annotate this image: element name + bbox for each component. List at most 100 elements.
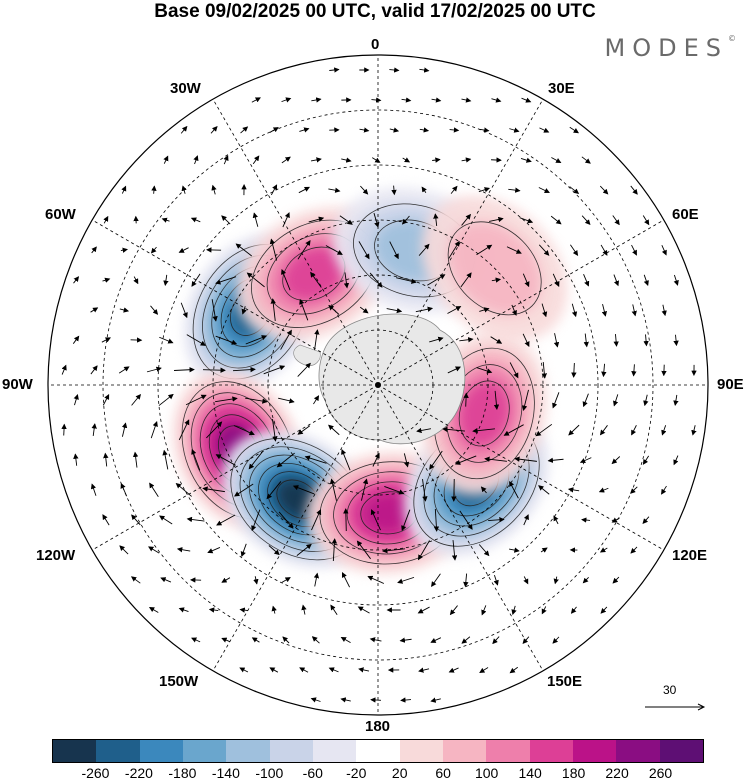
wind-arrow: [429, 450, 443, 470]
colorbar-swatch: [486, 740, 530, 762]
reference-vector-arrow: [645, 703, 706, 711]
wind-arrow: [541, 606, 547, 615]
wind-arrow: [673, 455, 679, 466]
wind-arrow: [281, 156, 291, 164]
wind-arrow: [308, 216, 325, 223]
colorbar-tick-labels: -260 -220 -180 -140 -100 -60 -20 20 60 100 140 180 2…: [52, 765, 704, 783]
wind-arrow: [90, 307, 99, 313]
longitude-label-120e: 120E: [672, 547, 708, 564]
wind-arrow: [460, 272, 472, 288]
wind-arrow: [103, 215, 109, 224]
wind-arrow: [73, 453, 79, 466]
wind-arrow: [382, 547, 405, 554]
wind-arrow: [191, 637, 201, 643]
wind-arrow: [158, 393, 174, 406]
colorbar-swatch: [616, 740, 660, 762]
wind-arrow: [210, 125, 218, 134]
wind-arrow: [386, 307, 403, 314]
wind-arrow: [661, 245, 667, 256]
wind-arrow: [581, 215, 591, 226]
wind-arrow: [120, 247, 128, 253]
wind-arrow: [461, 97, 472, 103]
colorbar-swatch: [442, 740, 487, 762]
latitude-circle: [157, 164, 599, 606]
wind-arrow: [178, 419, 190, 441]
wind-arrow: [281, 97, 292, 103]
wind-arrow: [448, 240, 460, 259]
wind-arrow: [489, 216, 504, 223]
wind-arrow: [401, 215, 410, 225]
longitude-label-30e: 30E: [548, 80, 575, 97]
wind-arrow: [459, 337, 474, 343]
wind-arrow: [297, 362, 311, 377]
wind-arrow: [251, 509, 261, 532]
wind-arrow: [367, 575, 385, 584]
wind-arrow: [331, 538, 338, 562]
wind-arrow: [359, 127, 370, 133]
wind-arrow: [216, 514, 236, 526]
wind-arrow: [488, 517, 505, 523]
wind-arrow: [612, 215, 620, 226]
wind-arrow: [328, 187, 341, 193]
wind-arrow: [159, 515, 173, 525]
wind-arrow: [642, 516, 650, 524]
wind-arrow: [340, 636, 351, 643]
wind-arrow: [280, 329, 292, 350]
longitude-label-0: 0: [371, 36, 380, 53]
wind-arrow: [582, 393, 589, 408]
wind-arrow: [539, 127, 550, 133]
wind-arrow: [523, 514, 529, 526]
wind-arrow: [509, 480, 519, 499]
wind-arrow: [431, 573, 441, 588]
wind-arrow: [481, 605, 487, 616]
wind-arrow: [271, 605, 277, 614]
wind-arrow: [421, 186, 427, 194]
wind-arrow: [509, 547, 520, 553]
wind-arrow: [553, 515, 559, 525]
wind-arrow: [463, 573, 469, 588]
wind-arrow: [570, 606, 577, 614]
wind-arrow: [299, 667, 309, 673]
wind-arrow: [215, 396, 238, 403]
wind-arrow: [185, 394, 207, 406]
wind-arrow: [146, 366, 162, 373]
wind-arrow: [541, 303, 548, 318]
wind-arrow: [521, 97, 532, 103]
wind-arrow: [193, 155, 199, 165]
wind-arrow: [248, 451, 264, 470]
wind-arrow: [449, 127, 460, 133]
wind-arrow: [133, 276, 139, 285]
colorbar-tick: -220: [124, 765, 153, 781]
wind-arrow: [491, 97, 502, 103]
wind-arrow: [599, 185, 609, 195]
colorbar-swatch: [659, 740, 703, 762]
wind-arrow: [311, 509, 322, 531]
wind-arrow: [343, 272, 350, 289]
wind-arrow: [490, 336, 503, 344]
colorbar-swatch: [529, 740, 573, 762]
longitude-label-60w: 60W: [45, 206, 76, 223]
wind-arrow: [581, 517, 591, 523]
wind-arrow: [370, 509, 381, 531]
wind-arrow: [342, 572, 350, 588]
wind-arrow: [509, 362, 519, 379]
wind-arrow: [328, 304, 340, 315]
longitude-label-90w: 90W: [2, 376, 33, 393]
wind-arrow: [552, 273, 560, 288]
wind-arrow: [447, 366, 461, 374]
wind-arrow: [360, 478, 369, 501]
wind-arrow: [673, 394, 679, 406]
wind-arrow: [175, 482, 192, 497]
wind-arrow: [221, 637, 231, 643]
wind-arrow: [612, 576, 620, 584]
wind-arrow: [506, 246, 522, 254]
wind-arrow: [102, 277, 111, 283]
wind-arrow: [223, 155, 229, 165]
wind-arrow: [328, 424, 340, 436]
wind-arrow: [281, 577, 291, 583]
wind-arrow: [245, 335, 268, 345]
wind-arrow: [401, 97, 412, 103]
wind-arrow: [630, 185, 638, 195]
meridian-line: [212, 384, 379, 671]
meridian-line: [212, 99, 379, 386]
